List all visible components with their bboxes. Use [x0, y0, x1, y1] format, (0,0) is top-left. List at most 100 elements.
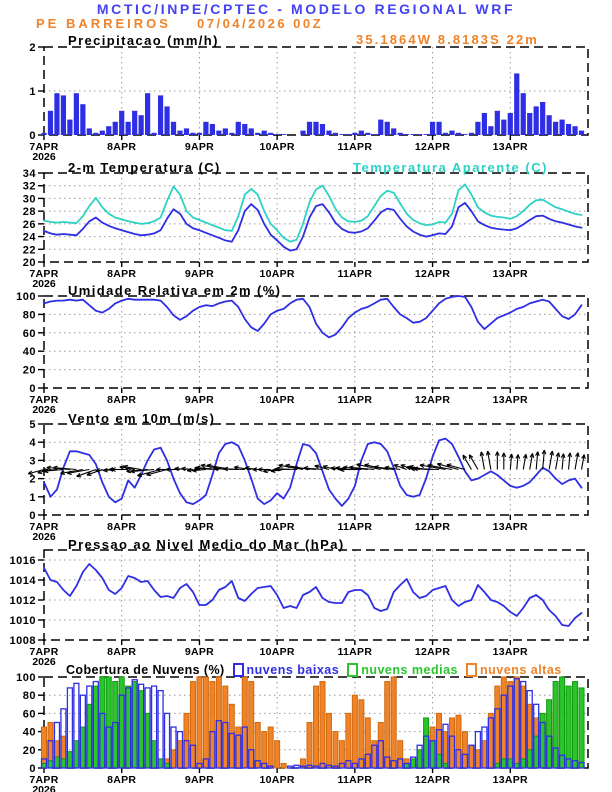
svg-text:28: 28 [23, 206, 36, 218]
svg-text:7APR: 7APR [29, 268, 58, 280]
svg-text:13APR: 13APR [493, 521, 528, 533]
mid-clouds-legend-label: nuvens medias [361, 663, 459, 677]
svg-text:11APR: 11APR [337, 521, 372, 533]
svg-text:12APR: 12APR [415, 394, 450, 406]
run-datetime: 07/04/2026 00Z [197, 16, 324, 31]
svg-text:9APR: 9APR [185, 141, 214, 153]
svg-text:7APR: 7APR [29, 521, 58, 533]
apparent-temp-title: Temperatura Aparente (C) [353, 160, 548, 175]
svg-text:40: 40 [23, 727, 36, 739]
svg-text:60: 60 [23, 708, 36, 720]
svg-text:9APR: 9APR [185, 646, 214, 658]
svg-text:8APR: 8APR [107, 394, 136, 406]
svg-text:100: 100 [16, 672, 36, 684]
clouds-panel-title: Cobertura de Nuvens (%) [66, 663, 225, 677]
svg-text:7APR: 7APR [29, 774, 58, 786]
svg-text:8APR: 8APR [107, 774, 136, 786]
svg-text:10APR: 10APR [259, 521, 294, 533]
svg-text:10APR: 10APR [259, 646, 294, 658]
legend-item-high-clouds: nuvens altas [466, 663, 562, 677]
svg-text:1010: 1010 [10, 615, 36, 627]
svg-text:3: 3 [29, 455, 36, 467]
svg-text:10APR: 10APR [259, 394, 294, 406]
svg-text:100: 100 [16, 291, 36, 303]
svg-text:0: 0 [29, 763, 36, 775]
svg-text:11APR: 11APR [337, 646, 372, 658]
svg-text:80: 80 [23, 690, 36, 702]
svg-text:2026: 2026 [32, 151, 56, 163]
svg-text:13APR: 13APR [493, 268, 528, 280]
svg-text:9APR: 9APR [185, 394, 214, 406]
svg-text:30: 30 [23, 193, 36, 205]
svg-text:22: 22 [23, 244, 36, 256]
svg-text:20: 20 [23, 365, 36, 377]
svg-text:2026: 2026 [32, 531, 56, 543]
svg-text:4: 4 [29, 437, 36, 449]
svg-text:10APR: 10APR [259, 774, 294, 786]
svg-text:2026: 2026 [32, 404, 56, 416]
svg-text:13APR: 13APR [493, 141, 528, 153]
svg-text:8APR: 8APR [107, 646, 136, 658]
legend-item-mid-clouds: nuvens medias [347, 663, 458, 677]
svg-text:1012: 1012 [10, 595, 36, 607]
svg-text:2026: 2026 [32, 784, 56, 792]
svg-text:1: 1 [29, 492, 36, 504]
svg-text:10APR: 10APR [259, 268, 294, 280]
high-clouds-legend-label: nuvens altas [480, 663, 562, 677]
svg-text:13APR: 13APR [493, 774, 528, 786]
low-clouds-swatch-icon [232, 663, 244, 677]
humidity-panel-title: Umidade Relativa em 2m (%) [68, 283, 282, 298]
svg-text:9APR: 9APR [185, 268, 214, 280]
svg-text:80: 80 [23, 309, 36, 321]
svg-text:32: 32 [23, 181, 36, 193]
svg-text:20: 20 [23, 257, 36, 269]
svg-text:60: 60 [23, 328, 36, 340]
station-name: PE BARREIROS [36, 16, 171, 31]
svg-text:26: 26 [23, 219, 36, 231]
svg-text:11APR: 11APR [337, 774, 372, 786]
temp-panel-title: 2-m Temperatura (C) [68, 160, 221, 175]
svg-text:1008: 1008 [10, 635, 36, 647]
low-clouds-legend-label: nuvens baixas [246, 663, 340, 677]
svg-text:1014: 1014 [10, 575, 37, 587]
svg-text:11APR: 11APR [337, 394, 372, 406]
svg-text:13APR: 13APR [493, 394, 528, 406]
svg-text:11APR: 11APR [337, 141, 372, 153]
svg-text:8APR: 8APR [107, 141, 136, 153]
precip-panel-title: Precipitacao (mm/h) [68, 33, 219, 48]
svg-text:12APR: 12APR [415, 268, 450, 280]
svg-text:12APR: 12APR [415, 141, 450, 153]
svg-text:12APR: 12APR [415, 646, 450, 658]
svg-text:1: 1 [29, 86, 36, 98]
svg-text:9APR: 9APR [185, 774, 214, 786]
svg-text:7APR: 7APR [29, 646, 58, 658]
svg-text:12APR: 12APR [415, 521, 450, 533]
svg-text:20: 20 [23, 745, 36, 757]
svg-text:8APR: 8APR [107, 521, 136, 533]
svg-text:13APR: 13APR [493, 646, 528, 658]
mid-clouds-swatch-icon [347, 663, 359, 677]
svg-text:2026: 2026 [32, 278, 56, 290]
model-title: MCTIC/INPE/CPTEC - MODELO REGIONAL WRF [96, 1, 516, 17]
svg-text:24: 24 [23, 232, 37, 244]
svg-text:12APR: 12APR [415, 774, 450, 786]
svg-text:8APR: 8APR [107, 268, 136, 280]
svg-text:2: 2 [29, 42, 36, 54]
svg-text:7APR: 7APR [29, 394, 58, 406]
svg-text:5: 5 [29, 419, 36, 431]
svg-text:2: 2 [29, 474, 36, 486]
legend-item-low-clouds: nuvens baixas [232, 663, 340, 677]
svg-text:0: 0 [29, 383, 36, 395]
high-clouds-swatch-icon [466, 663, 478, 677]
svg-text:0: 0 [29, 130, 36, 142]
wind-panel-title: Vento em 10m (m/s) [68, 411, 216, 426]
svg-text:9APR: 9APR [185, 521, 214, 533]
svg-text:2026: 2026 [32, 656, 56, 668]
